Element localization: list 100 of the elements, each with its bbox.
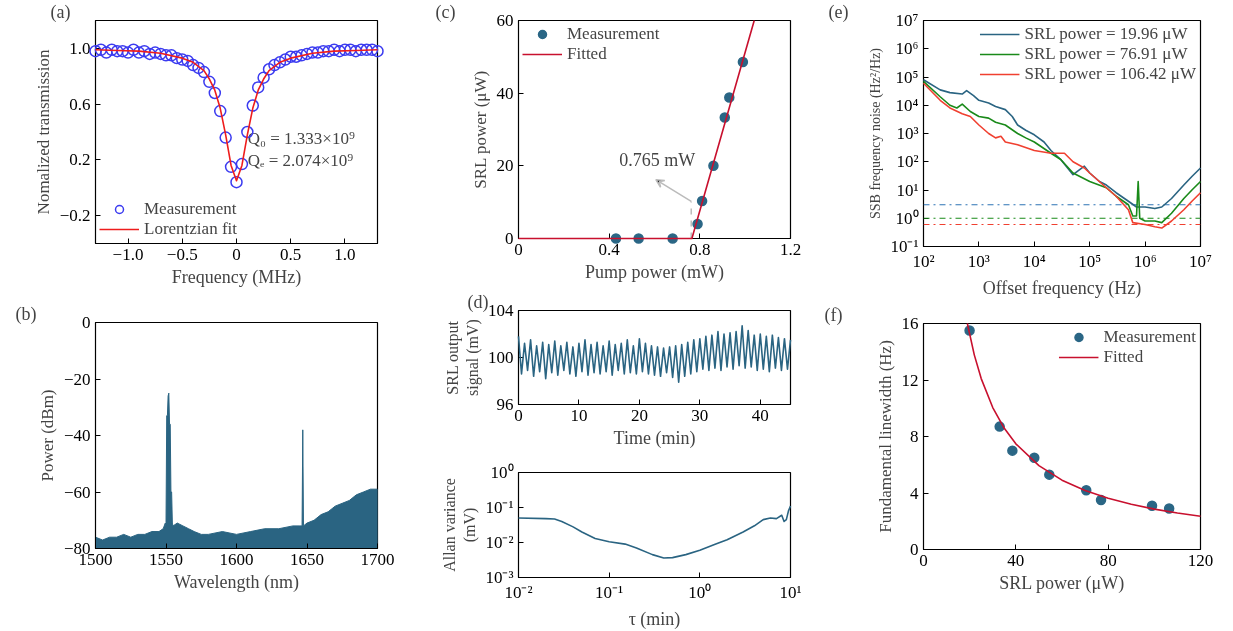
- x-tick-label: 120: [1187, 550, 1214, 570]
- point: [289, 50, 303, 63]
- x-tick-label: 1650: [290, 549, 324, 569]
- y-tick-label: 10⁶: [895, 39, 919, 59]
- y-tick-label: 10⁰: [490, 463, 514, 482]
- line-series: [517, 324, 792, 383]
- legend-label: SRL power = 76.91 μW: [1024, 44, 1188, 64]
- point: [1007, 445, 1018, 456]
- point: [224, 160, 238, 174]
- y-axis-title: SRL output signal (mV): [443, 319, 482, 396]
- x-tick-label: −1.0: [112, 244, 144, 264]
- point: [344, 43, 357, 57]
- y-axis-title: Nomalized transmission: [33, 49, 53, 215]
- x-tick-label: 10⁴: [1022, 251, 1046, 271]
- x-tick-label: 0: [232, 244, 241, 264]
- x-tick-label: 10³: [967, 251, 990, 271]
- x-tick-label: 10⁵: [1078, 251, 1102, 271]
- y-tick-label: 10⁻²: [485, 533, 514, 552]
- legend-label: Measurement: [144, 199, 237, 219]
- y-tick-label: −40: [63, 426, 91, 445]
- y-tick-label: 100: [488, 348, 514, 367]
- annotation: Q₀ = 1.333×10⁹: [247, 129, 355, 149]
- legend-label: Fitted: [1103, 347, 1144, 367]
- x-tick-label: 1600: [219, 549, 254, 569]
- point: [154, 47, 167, 61]
- legend-label: Measurement: [567, 24, 660, 44]
- point: [262, 63, 276, 76]
- x-tick-label: 20: [630, 405, 648, 425]
- x-tick-label: 10: [570, 405, 588, 425]
- x-tick-label: −0.5: [166, 244, 198, 264]
- point: [300, 47, 314, 61]
- x-tick-label: 1.0: [334, 244, 356, 264]
- point: [165, 49, 178, 62]
- chart-title: (c): [435, 1, 456, 23]
- point: [100, 46, 113, 59]
- y-tick-label: 10⁻¹: [485, 498, 514, 517]
- x-tick-label: 40: [1007, 550, 1025, 570]
- x-tick-label: 10⁰: [688, 582, 712, 602]
- x-axis-title: τ (min): [628, 608, 681, 630]
- point: [176, 53, 189, 66]
- y-axis-title: SSB frequency noise (Hz²/Hz): [868, 47, 885, 219]
- point: [110, 44, 124, 58]
- y-axis-title: Allan variance (mV): [441, 478, 480, 572]
- y-tick-label: 10²: [896, 152, 919, 172]
- x-tick-label: 10⁷: [1189, 251, 1213, 271]
- x-tick-label: 80: [1099, 550, 1117, 570]
- point: [327, 43, 341, 57]
- point: [208, 86, 222, 100]
- point: [354, 43, 368, 57]
- point: [360, 43, 373, 57]
- point: [121, 46, 135, 59]
- y-tick-label: −60: [63, 482, 91, 502]
- point: [143, 47, 156, 61]
- chart-title: (f): [824, 304, 843, 326]
- x-tick-label: 10⁶: [1133, 251, 1157, 271]
- point: [333, 44, 346, 58]
- y-tick-label: 10⁴: [895, 95, 919, 115]
- point: [89, 44, 102, 58]
- point: [295, 49, 308, 62]
- y-axis-title: Power (dBm): [37, 389, 57, 482]
- y-tick-label: 10⁷: [895, 11, 919, 30]
- x-axis-title: Frequency (MHz): [171, 266, 302, 288]
- x-tick-label: 40: [751, 405, 769, 425]
- x-tick-label: 30: [691, 405, 709, 425]
- y-tick-label: 20: [496, 156, 514, 176]
- y-tick-label: 0.2: [69, 150, 91, 170]
- y-axis-title: Fundamental linewidth (Hz): [875, 340, 895, 533]
- point: [349, 44, 363, 58]
- chart-title: (b): [15, 303, 37, 325]
- x-axis-title: Time (min): [613, 427, 696, 449]
- point: [284, 50, 297, 63]
- y-tick-label: 96: [496, 395, 514, 414]
- y-axis-title: SRL power (μW): [470, 70, 490, 189]
- y-tick-label: 10¹: [896, 180, 919, 200]
- y-tick-label: 10⁰: [895, 208, 919, 228]
- point: [213, 104, 227, 118]
- chart-title: (a): [50, 1, 71, 23]
- legend-label: Measurement: [1103, 327, 1196, 347]
- y-tick-label: 0.6: [69, 94, 91, 114]
- annotation: Qₑ = 2.074×10⁹: [247, 151, 354, 171]
- legend-label: SRL power = 106.42 μW: [1024, 64, 1196, 84]
- point: [338, 43, 352, 57]
- point: [273, 56, 287, 69]
- point: [170, 51, 184, 65]
- point: [138, 44, 151, 58]
- x-tick-label: 10⁻¹: [595, 582, 624, 602]
- legend-label: Fitted: [567, 44, 607, 64]
- y-tick-label: 10⁵: [895, 67, 919, 87]
- point: [230, 175, 243, 189]
- point: [246, 99, 260, 112]
- y-tick-label: 40: [496, 83, 514, 103]
- x-tick-label: 0.8: [689, 239, 711, 259]
- y-tick-label: 12: [901, 370, 919, 390]
- point: [192, 61, 205, 75]
- point: [159, 49, 173, 62]
- x-axis-title: SRL power (μW): [999, 572, 1125, 594]
- x-tick-label: 10¹: [779, 582, 802, 602]
- point: [371, 44, 384, 58]
- y-tick-label: 60: [496, 11, 514, 30]
- x-tick-label: 0.5: [280, 244, 302, 264]
